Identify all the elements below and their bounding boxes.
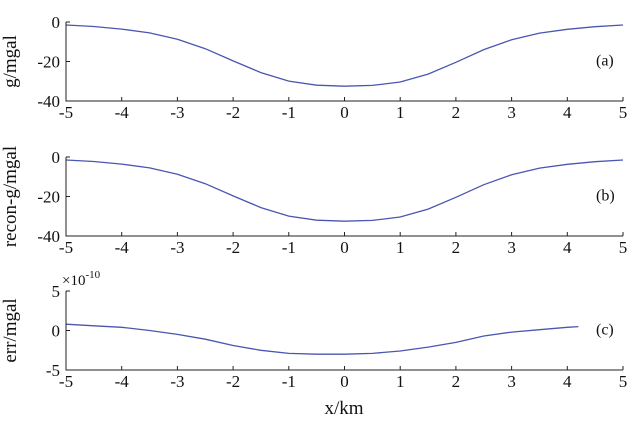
y-tick-label-a: 0 [52, 13, 61, 32]
y-ticks-a: 0 -20 -40 [37, 13, 70, 111]
x-tick-label-c: 2 [452, 372, 461, 391]
scale-prefix: ×10 [62, 273, 85, 289]
series-line-c [65, 323, 579, 355]
x-tick-label-a: 3 [507, 103, 516, 122]
y-ticks-b: 0 -20 -40 [37, 148, 70, 246]
panel-tag-a: (a) [596, 53, 614, 70]
x-tick-label-b: 1 [396, 238, 405, 257]
x-tick-label-c: 0 [340, 372, 349, 391]
x-tick-label-a: -2 [226, 103, 240, 122]
axes-frame-a [65, 22, 623, 102]
x-tick-label-a: 0 [340, 103, 349, 122]
x-tick-label-b: -2 [226, 238, 240, 257]
x-tick-label-c: -1 [282, 372, 296, 391]
y-ticks-c: 5 0 -5 [46, 282, 70, 380]
panel-tag-c: (c) [596, 322, 614, 339]
x-tick-label-a: 1 [396, 103, 405, 122]
y-tick-label-b: -40 [37, 227, 60, 246]
panel-c: -5 -4 -3 -2 -1 0 1 2 3 4 5 50-5 (c) err/mgal ×10-1… [0, 269, 627, 419]
x-tick-label-b: -4 [115, 238, 130, 257]
x-tick-label-b: -1 [282, 238, 296, 257]
x-ticks-a: -5 -4 -3 -2 -1 0 1 2 3 4 5 [59, 97, 627, 122]
x-tick-label-c: 3 [507, 372, 516, 391]
x-tick-label-c: 4 [563, 372, 572, 391]
x-tick-label-c: -4 [115, 372, 130, 391]
x-tick-label-a: 5 [619, 103, 628, 122]
panel-tag-b: (b) [596, 188, 615, 205]
y-axis-label-b: recon-g/mgal [0, 146, 21, 247]
y-axis-label-a: g/mgal [0, 35, 21, 88]
y-scale-factor: ×10-10 [62, 269, 101, 289]
y-tick-label-b: 0 [52, 148, 61, 167]
x-tick-label-b: -5 [59, 238, 73, 257]
x-tick-label-b: -3 [170, 238, 184, 257]
scale-exponent: -10 [85, 269, 100, 281]
series-line-b [65, 159, 624, 222]
series-line-a [65, 24, 624, 87]
y-tick-label-c: 5 [52, 282, 61, 301]
x-ticks-b: -5 -4 -3 -2 -1 0 1 2 3 4 5 [59, 232, 627, 257]
panel-b: -5 -4 -3 -2 -1 0 1 2 3 4 5 0 -20 -40 (b) recon-g/mga… [0, 146, 627, 257]
x-tick-label-c: -2 [226, 372, 240, 391]
x-tick-label-a: 2 [452, 103, 461, 122]
x-ticks-c: -5 -4 -3 -2 -1 0 1 2 3 4 5 [59, 366, 627, 391]
x-tick-label-a: -4 [115, 103, 130, 122]
y-tick-label-c: 0 [52, 322, 61, 341]
x-tick-label-b: 3 [507, 238, 516, 257]
axes-frame-b [65, 157, 623, 237]
y-tick-label-a: -40 [37, 92, 60, 111]
x-tick-label-c: -3 [170, 372, 184, 391]
y-tick-label-b: -20 [37, 188, 60, 207]
y-axis-label-c: err/mgal [0, 298, 21, 362]
y-tick-label-a: -20 [37, 53, 60, 72]
x-tick-label-a: -5 [59, 103, 73, 122]
x-tick-label-a: -1 [282, 103, 296, 122]
x-tick-label-c: 1 [396, 372, 405, 391]
x-tick-label-b: 4 [563, 238, 572, 257]
x-tick-label-a: -3 [170, 103, 184, 122]
x-tick-label-c: -5 [59, 372, 73, 391]
x-tick-label-b: 2 [452, 238, 461, 257]
x-tick-label-b: 5 [619, 238, 628, 257]
y-tick-label-c: -5 [46, 361, 60, 380]
x-tick-label-b: 0 [340, 238, 349, 257]
x-tick-label-a: 4 [563, 103, 572, 122]
x-axis-label: x/km [324, 398, 363, 419]
x-tick-label-c: 5 [619, 372, 628, 391]
axes-frame-c [65, 291, 623, 371]
panel-a: -5 -4 -3 -2 -1 0 1 2 3 4 5 0 -20 -40 (a) g/mgal [0, 13, 627, 122]
